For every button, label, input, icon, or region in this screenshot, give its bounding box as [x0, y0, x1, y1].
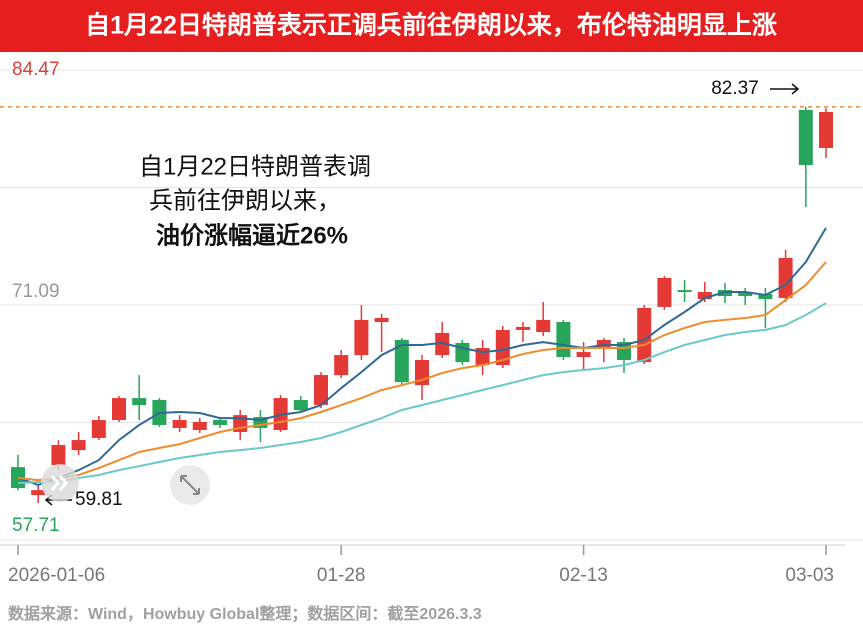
plot: 57.71 71.09 84.47 2026-01-06 01-28 02-13 03-03…: [0, 59, 863, 586]
candle-body: [314, 375, 328, 405]
candle-body: [778, 257, 793, 298]
candle-body: [213, 420, 227, 425]
moving-average-line: [17, 227, 827, 487]
annotation-line: 自1月22日特朗普表调: [139, 153, 371, 180]
candle-body: [718, 290, 732, 297]
candle-body: [354, 319, 369, 356]
x-tick-label: 2026-01-06: [8, 565, 105, 586]
title-banner: [0, 0, 863, 52]
candle-body: [516, 326, 530, 330]
candle-body: [697, 292, 712, 300]
y-tick-label: 71.09: [12, 281, 60, 302]
y-tick-label: 84.47: [12, 59, 60, 80]
source-note: 数据来源：Wind，Howbuy Global整理；数据区间：截至2026.3.…: [8, 604, 482, 623]
candle-body: [677, 290, 692, 293]
annotation-line: 油价涨幅逼近26%: [156, 222, 348, 249]
candle-body: [172, 420, 187, 428]
x-tick-label: 03-03: [785, 565, 834, 586]
candle-body: [758, 293, 773, 300]
min-label: 59.81: [75, 489, 123, 510]
candle-body: [435, 332, 450, 356]
max-arrow: [770, 83, 800, 95]
moving-average-line: [17, 261, 827, 482]
scroll-icon: [50, 475, 68, 491]
candle-body: [334, 355, 349, 376]
candle-body: [819, 111, 833, 148]
annotation-line: 兵前往伊朗以来，: [149, 187, 341, 214]
candle-body: [374, 317, 389, 323]
candle-body: [596, 339, 611, 347]
scroll-button[interactable]: [41, 464, 79, 502]
candle-body: [51, 444, 66, 466]
candle-body: [192, 421, 207, 431]
candle-body: [556, 322, 571, 357]
candle-body: [576, 352, 591, 357]
x-tick-label: 02-13: [559, 565, 608, 586]
candle-body: [31, 490, 46, 496]
candle-body: [293, 400, 308, 411]
moving-average-line: [17, 302, 827, 485]
expand-icon: [180, 475, 200, 495]
candle-body: [132, 398, 147, 406]
candle-body: [71, 440, 86, 451]
candle-body: [253, 417, 268, 428]
candle-body: [657, 277, 672, 307]
candle-body: [798, 109, 813, 166]
candle-body: [495, 329, 510, 366]
overlay-icons: [41, 464, 210, 505]
candle-body: [738, 292, 753, 297]
y-tick-label: 57.71: [12, 515, 60, 536]
candle-body: [536, 319, 551, 333]
x-tick-label: 01-28: [317, 565, 366, 586]
max-label: 82.37: [711, 78, 759, 99]
candle-body: [112, 398, 126, 421]
candle-body: [637, 307, 652, 363]
chart-title: 自1月22日特朗普表示正调兵前往伊朗以来，布伦特油明显上涨: [85, 11, 777, 40]
candle-body: [91, 420, 106, 438]
candle-body: [394, 339, 409, 383]
